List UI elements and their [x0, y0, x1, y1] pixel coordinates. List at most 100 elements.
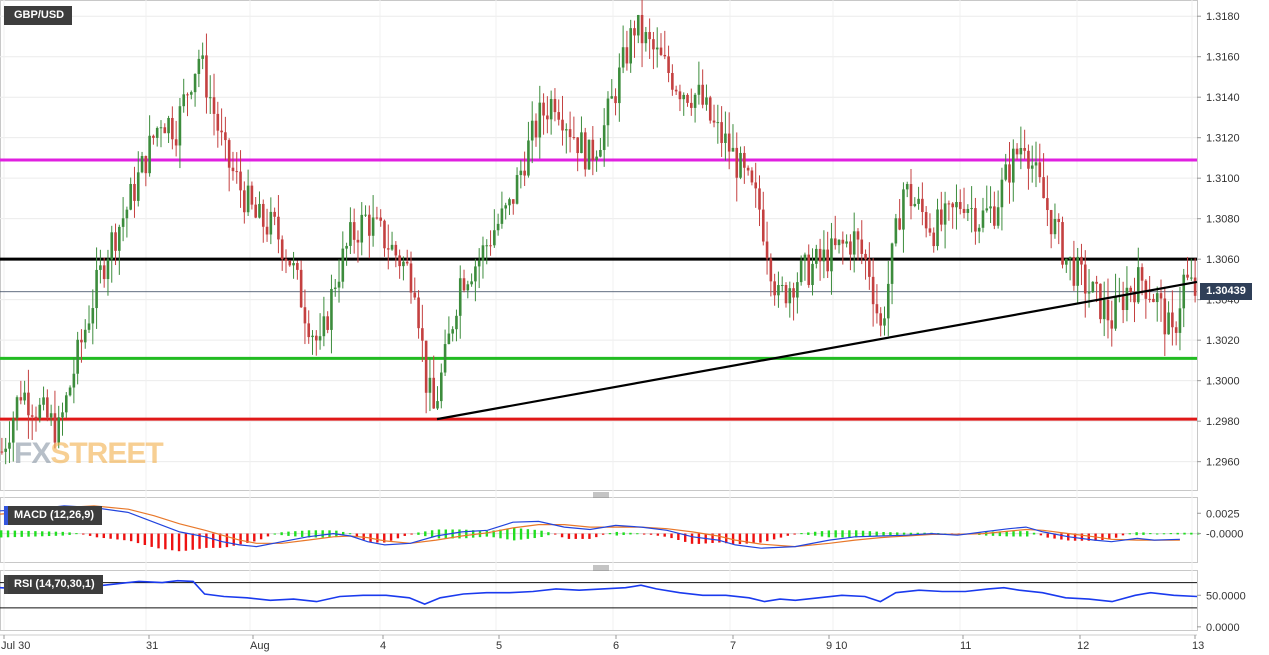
candle-body	[1072, 257, 1076, 286]
candle-body	[542, 102, 545, 116]
candle-body	[189, 92, 193, 95]
candle-body	[773, 281, 776, 296]
candle-body	[549, 98, 553, 120]
candle-body	[1182, 274, 1186, 309]
macd-histogram-bar	[136, 533, 140, 544]
candle-body	[19, 397, 23, 401]
candle-body	[788, 288, 792, 304]
macd-histogram-bar	[458, 529, 461, 539]
macd-histogram-bar	[47, 531, 51, 537]
candle-body	[758, 188, 761, 210]
candle-body	[314, 335, 318, 341]
macd-histogram-bar	[1108, 533, 1111, 540]
candle-body	[833, 238, 837, 246]
candle-body	[417, 297, 420, 329]
candle-body	[23, 392, 26, 401]
macd-histogram-bar	[766, 533, 769, 542]
y-tick-label: 1.3180	[1206, 11, 1240, 23]
candle-body	[481, 245, 485, 261]
candle-body	[80, 339, 83, 343]
candle-body	[1136, 267, 1140, 303]
candle-body	[333, 287, 337, 289]
last-price-tag: 1.30439	[1200, 283, 1252, 300]
main-grid	[0, 0, 1198, 631]
candle-body	[436, 401, 439, 409]
candle-body	[841, 239, 845, 244]
candle-body	[724, 133, 727, 143]
candle-body	[1057, 218, 1061, 223]
macd-histogram-bar	[1142, 532, 1145, 535]
macd-histogram-bar	[492, 530, 495, 538]
candle-body	[171, 117, 174, 140]
candle-body	[102, 265, 106, 280]
candle-body	[1008, 164, 1011, 183]
macd-histogram-bar	[342, 531, 345, 536]
macd-histogram-bar	[1128, 533, 1131, 535]
candle-body	[489, 245, 492, 247]
macd-histogram-bar	[684, 533, 687, 542]
candle-body	[428, 377, 432, 393]
time-axis: Jul 30 31 Aug 4 5 6 7 9 10 11 12 13	[0, 634, 1204, 652]
candle-body	[140, 156, 144, 173]
macd-histogram-bar	[1162, 533, 1166, 535]
candle-body	[565, 129, 568, 131]
candle-body	[413, 292, 417, 298]
candle-body	[633, 28, 636, 36]
candle-body	[64, 395, 68, 413]
macd-histogram-bar	[991, 531, 995, 536]
candle-body	[432, 377, 436, 409]
macd-histogram-bar	[820, 531, 824, 537]
macd-histogram-bar	[526, 529, 530, 539]
candle-body	[1140, 267, 1144, 281]
candle-body	[398, 255, 401, 267]
candle-body	[458, 278, 462, 316]
candle-body	[583, 132, 587, 170]
candle-body	[0, 451, 4, 453]
candle-body	[386, 248, 390, 250]
candle-body	[856, 231, 860, 240]
candle-body	[330, 288, 333, 330]
candle-body	[868, 259, 871, 277]
macd-histogram-bar	[1026, 531, 1029, 537]
candle-body	[133, 183, 136, 201]
macd-histogram-bar	[554, 533, 557, 535]
macd-histogram-bar	[109, 533, 112, 539]
candle-body	[913, 203, 917, 207]
macd-histogram-bar	[280, 532, 283, 536]
candle-body	[852, 231, 856, 255]
candle-body	[587, 139, 591, 170]
x-tick-label: Aug	[250, 640, 270, 652]
candle-body	[1144, 280, 1148, 299]
candle-body	[1030, 165, 1034, 169]
macd-histogram-bar	[451, 529, 454, 539]
macd-tag[interactable]: MACD (12,26,9)	[4, 506, 103, 525]
macd-histogram-bar	[68, 532, 71, 535]
macd-histogram-bar	[677, 533, 680, 540]
macd-histogram-bar	[102, 533, 105, 539]
candle-body	[655, 47, 659, 50]
candle-body	[163, 127, 167, 134]
instrument-tag[interactable]: GBP/USD	[4, 6, 73, 25]
y-tick-label: 1.3160	[1206, 52, 1240, 64]
candle-body	[602, 125, 606, 151]
macd-histogram-bar	[697, 533, 701, 544]
macd-histogram-bar	[88, 533, 92, 536]
x-tick-label: 7	[730, 640, 736, 652]
candle-body	[515, 175, 519, 204]
macd-histogram-bar	[998, 531, 1002, 537]
candle-body	[754, 182, 758, 189]
rsi-tag[interactable]: RSI (14,70,30,1)	[4, 575, 103, 594]
candle-body	[534, 120, 538, 138]
candle-body	[76, 339, 79, 374]
macd-histogram-bar	[506, 528, 509, 540]
candle-body	[4, 448, 7, 452]
candle-body	[879, 313, 883, 326]
macd-histogram-bar	[1101, 533, 1104, 540]
macd-histogram-bar	[759, 533, 762, 543]
macd-histogram-bar	[95, 533, 99, 538]
candle-body	[500, 208, 504, 224]
candle-body	[796, 282, 799, 298]
candle-body	[299, 269, 303, 308]
macd-histogram-bar	[225, 533, 229, 548]
macd-histogram-bar	[800, 533, 803, 535]
